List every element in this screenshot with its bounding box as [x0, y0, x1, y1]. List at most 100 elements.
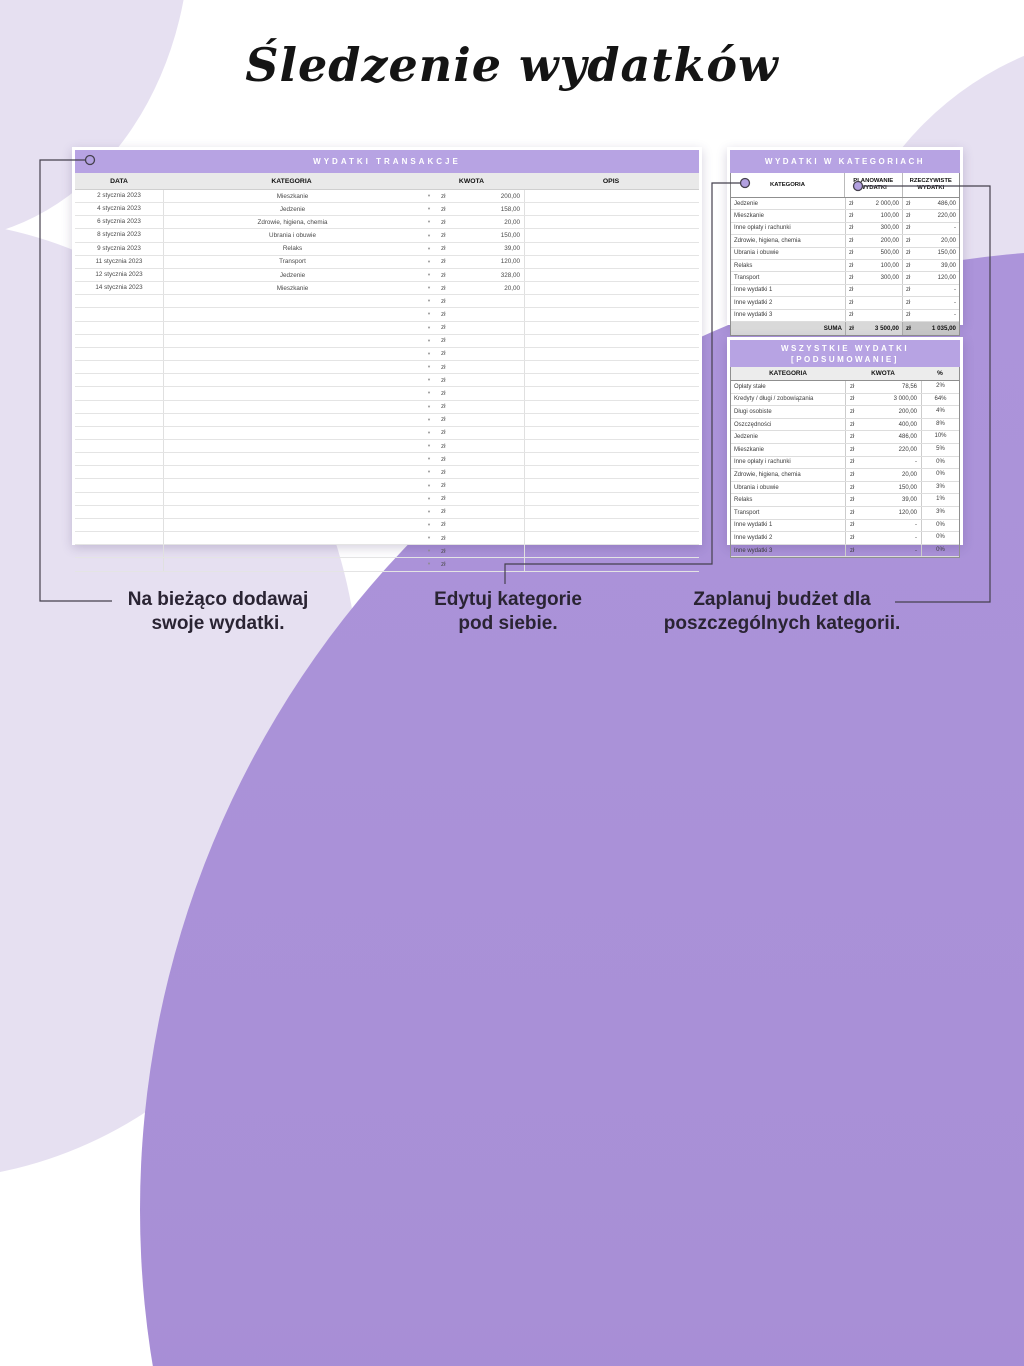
- cell-kwota[interactable]: zł: [437, 416, 524, 423]
- cell-kategoria[interactable]: Transport: [734, 275, 760, 282]
- cell-kwota[interactable]: zł 20,00: [845, 469, 921, 481]
- cell-planowanie[interactable]: zł 2 000,00: [845, 198, 902, 210]
- cell-kwota[interactable]: zł -: [845, 544, 921, 557]
- cell-kategoria[interactable]: Mieszkanie: [734, 446, 765, 453]
- cell-opis[interactable]: [524, 268, 699, 282]
- cell-data[interactable]: [75, 308, 164, 321]
- cell-opis[interactable]: [524, 545, 699, 558]
- cell-data[interactable]: [75, 426, 164, 439]
- cell-kwota[interactable]: zł: [437, 298, 524, 305]
- cell-data[interactable]: [75, 295, 164, 308]
- cell-data[interactable]: [75, 453, 164, 466]
- cell-data[interactable]: [75, 387, 164, 400]
- cell-opis[interactable]: [524, 255, 699, 268]
- cell-kategoria[interactable]: Zdrowie, higiena, chemia: [257, 218, 328, 226]
- cell-rzeczywiste[interactable]: zł 486,00: [902, 198, 959, 210]
- cell-kategoria[interactable]: Inne wydatki 1: [734, 287, 773, 294]
- cell-opis[interactable]: [524, 558, 699, 571]
- cell-kwota[interactable]: zł: [437, 390, 524, 397]
- cell-kwota[interactable]: zł: [437, 495, 524, 502]
- dropdown-arrow-icon[interactable]: ▾: [427, 495, 431, 501]
- cell-kwota[interactable]: zł: [437, 311, 524, 318]
- cell-data[interactable]: [75, 492, 164, 505]
- cell-kategoria[interactable]: Jedzenie: [279, 205, 306, 213]
- dropdown-arrow-icon[interactable]: ▾: [427, 232, 431, 238]
- cell-data[interactable]: [75, 518, 164, 532]
- cell-kategoria[interactable]: Mieszkanie: [734, 213, 765, 220]
- dropdown-arrow-icon[interactable]: ▾: [427, 521, 431, 527]
- cell-kategoria[interactable]: Relaks: [734, 497, 753, 504]
- cell-kategoria[interactable]: Inne opłaty i rachunki: [734, 225, 791, 232]
- cell-kategoria[interactable]: Ubrania i obuwie: [734, 250, 779, 257]
- dropdown-arrow-icon[interactable]: ▾: [427, 429, 431, 435]
- cell-rzeczywiste[interactable]: zł 150,00: [902, 247, 959, 259]
- dropdown-arrow-icon[interactable]: ▾: [427, 258, 431, 264]
- cell-planowanie[interactable]: zł: [845, 284, 902, 297]
- cell-opis[interactable]: [524, 374, 699, 387]
- cell-percent[interactable]: 10%: [921, 431, 959, 443]
- cell-opis[interactable]: [524, 295, 699, 308]
- cell-kategoria[interactable]: Zdrowie, higiena, chemia: [734, 471, 801, 478]
- cell-kwota[interactable]: zł -: [845, 532, 921, 544]
- cell-planowanie[interactable]: zł: [845, 297, 902, 309]
- cell-percent[interactable]: 8%: [921, 418, 959, 431]
- cell-data[interactable]: [75, 466, 164, 479]
- cell-percent[interactable]: 3%: [921, 506, 959, 519]
- dropdown-arrow-icon[interactable]: ▾: [427, 456, 431, 462]
- cell-planowanie[interactable]: zł 300,00: [845, 272, 902, 284]
- dropdown-arrow-icon[interactable]: ▾: [427, 324, 431, 330]
- cell-data[interactable]: [75, 505, 164, 518]
- cell-opis[interactable]: [524, 426, 699, 439]
- cell-rzeczywiste[interactable]: zł -: [902, 284, 959, 297]
- cell-kwota[interactable]: zł: [437, 337, 524, 344]
- cell-percent[interactable]: 0%: [921, 456, 959, 469]
- cell-kwota[interactable]: zł: [437, 429, 524, 436]
- cell-opis[interactable]: [524, 229, 699, 242]
- dropdown-arrow-icon[interactable]: ▾: [427, 403, 431, 409]
- cell-kwota[interactable]: zł: [437, 561, 524, 568]
- cell-kategoria[interactable]: Relaks: [734, 262, 753, 269]
- cell-percent[interactable]: 5%: [921, 443, 959, 456]
- cell-opis[interactable]: [524, 400, 699, 413]
- cell-data[interactable]: [75, 439, 164, 453]
- cell-kwota[interactable]: zł: [437, 548, 524, 555]
- cell-opis[interactable]: [524, 216, 699, 229]
- cell-data[interactable]: [75, 532, 164, 545]
- cell-planowanie[interactable]: zł 200,00: [845, 235, 902, 247]
- cell-kategoria[interactable]: Relaks: [282, 245, 303, 253]
- cell-percent[interactable]: 0%: [921, 469, 959, 481]
- cell-kategoria[interactable]: Ubrania i obuwie: [734, 484, 779, 491]
- cell-data[interactable]: [75, 321, 164, 334]
- dropdown-arrow-icon[interactable]: ▾: [427, 377, 431, 383]
- cell-data[interactable]: 12 stycznia 2023: [75, 268, 164, 282]
- cell-kwota[interactable]: zł 39,00: [437, 245, 524, 252]
- cell-kwota[interactable]: zł: [437, 403, 524, 410]
- cell-rzeczywiste[interactable]: zł -: [902, 297, 959, 309]
- cell-kwota[interactable]: zł 150,00: [437, 232, 524, 239]
- cell-kwota[interactable]: zł 78,56: [845, 381, 921, 393]
- cell-kwota[interactable]: zł 20,00: [437, 219, 524, 226]
- cell-kwota[interactable]: zł: [437, 508, 524, 515]
- cell-opis[interactable]: [524, 321, 699, 334]
- cell-kategoria[interactable]: Transport: [279, 258, 306, 266]
- cell-kwota[interactable]: zł 3 000,00: [845, 393, 921, 406]
- cell-percent[interactable]: 0%: [921, 532, 959, 544]
- dropdown-arrow-icon[interactable]: ▾: [427, 364, 431, 370]
- cell-data[interactable]: [75, 479, 164, 492]
- cell-planowanie[interactable]: zł: [845, 309, 902, 321]
- cell-data[interactable]: 11 stycznia 2023: [75, 255, 164, 268]
- cell-data[interactable]: 4 stycznia 2023: [75, 203, 164, 216]
- cell-kwota[interactable]: zł 39,00: [845, 494, 921, 506]
- cell-kwota[interactable]: zł 20,00: [437, 285, 524, 292]
- cell-data[interactable]: [75, 361, 164, 374]
- cell-percent[interactable]: 64%: [921, 393, 959, 406]
- cell-rzeczywiste[interactable]: zł 20,00: [902, 235, 959, 247]
- cell-kategoria[interactable]: Jedzenie: [734, 200, 759, 207]
- cell-data[interactable]: 14 stycznia 2023: [75, 282, 164, 295]
- cell-kwota[interactable]: zł: [437, 456, 524, 463]
- cell-opis[interactable]: [524, 413, 699, 426]
- cell-kategoria[interactable]: Opłaty stałe: [734, 383, 766, 390]
- cell-planowanie[interactable]: zł 100,00: [845, 259, 902, 272]
- cell-percent[interactable]: 3%: [921, 481, 959, 494]
- dropdown-arrow-icon[interactable]: ▾: [427, 245, 431, 251]
